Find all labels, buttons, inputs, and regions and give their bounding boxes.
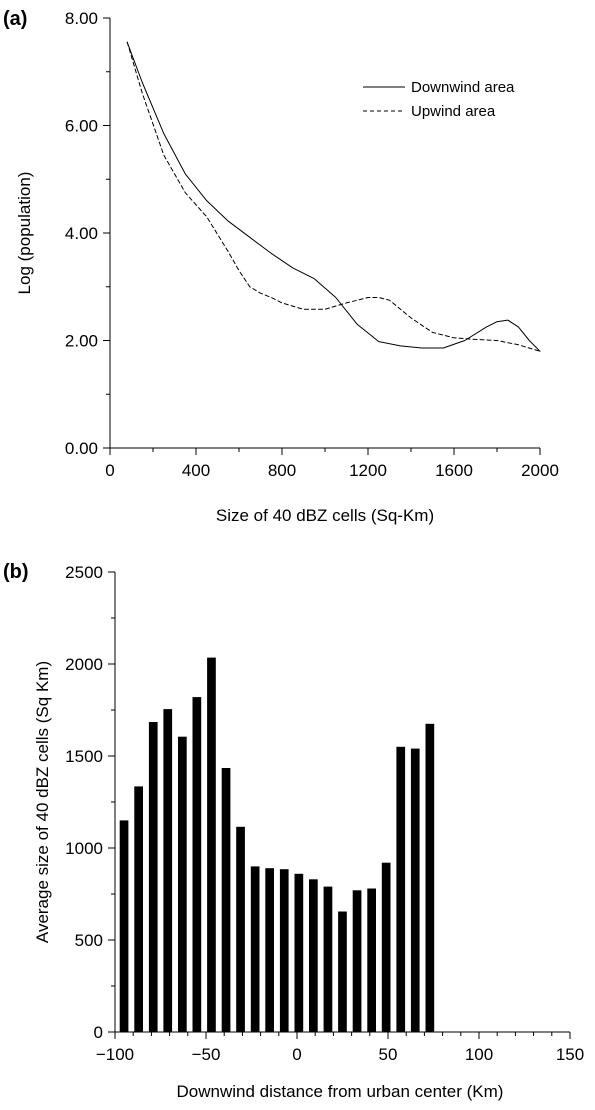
bar <box>134 786 143 1032</box>
bar <box>425 723 435 1032</box>
bar <box>309 879 318 1032</box>
panel-b-bar-chart: (b) −100 −50 0 50 100 15005001000150020002500… <box>3 561 584 1101</box>
panel-b-y-axis-title: Average size of 40 dBZ cells (Sq Km) <box>33 661 52 943</box>
panel-b-y-tick-label: 2000 <box>65 655 103 674</box>
bar <box>352 890 362 1032</box>
panel-a-x-tick-label: 800 <box>268 461 296 480</box>
panel-b-y-tick-label: 0 <box>94 1023 103 1042</box>
bar <box>207 657 216 1032</box>
panel-a-y-tick-label: 8.00 <box>65 9 98 28</box>
panel-b-y-tick-label: 500 <box>75 931 103 950</box>
bar <box>119 820 129 1032</box>
panel-a-y-axis-title: Log (population) <box>15 172 34 295</box>
bar <box>396 746 406 1032</box>
legend-label-downwind: Downwind area <box>411 79 515 96</box>
panel-b-x-tick-label: 150 <box>556 1045 584 1064</box>
bar <box>236 826 245 1032</box>
bar <box>265 868 274 1032</box>
upwind-series-line <box>126 41 541 352</box>
panel-b-x-tick-label: −100 <box>96 1045 134 1064</box>
bar <box>279 869 289 1032</box>
panel-a-ticks: 0 400 800 1200 1600 2000 0.00 2.00 4.00 6.00 8.00 <box>65 9 559 480</box>
panel-a-label: (a) <box>3 8 27 30</box>
bar <box>367 888 376 1032</box>
bar <box>163 709 173 1032</box>
legend-label-upwind: Upwind area <box>411 103 496 120</box>
panel-b-y-tick-label: 2500 <box>65 563 103 582</box>
panel-a-y-tick-label: 2.00 <box>65 332 98 351</box>
panel-b-y-tick-label: 1000 <box>65 839 103 858</box>
panel-a-x-tick-label: 1200 <box>349 461 387 480</box>
bar <box>323 886 333 1032</box>
panel-a-x-tick-label: 1600 <box>435 461 473 480</box>
panel-b-x-tick-label: 100 <box>465 1045 493 1064</box>
panel-a-y-tick-label: 4.00 <box>65 224 98 243</box>
bar <box>178 736 187 1032</box>
panel-b-x-tick-label: −50 <box>192 1045 221 1064</box>
panel-a-series-lines <box>126 41 541 352</box>
panel-b-y-tick-label: 1500 <box>65 747 103 766</box>
panel-b-label: (b) <box>3 561 29 583</box>
bar <box>410 748 420 1032</box>
panel-a-y-tick-label: 0.00 <box>65 439 98 458</box>
downwind-series-line <box>126 41 541 352</box>
panel-a-y-tick-label: 6.00 <box>65 117 98 136</box>
panel-a-legend: Downwind area Upwind area <box>363 79 515 120</box>
panel-a-x-axis-title: Size of 40 dBZ cells (Sq-Km) <box>216 506 434 525</box>
panel-a-line-chart: (a) 0 400 800 1200 1600 2000 0.00 2.00 4.00 6.00 8… <box>3 8 559 525</box>
bar <box>148 722 158 1032</box>
panel-a-x-tick-label: 0 <box>105 461 114 480</box>
bar <box>381 862 391 1032</box>
bar <box>294 873 304 1032</box>
panel-a-x-tick-label: 400 <box>182 461 210 480</box>
bar <box>338 911 347 1032</box>
panel-b-x-tick-label: 50 <box>379 1045 398 1064</box>
panel-b-x-tick-label: 0 <box>292 1045 301 1064</box>
panel-a-x-tick-label: 2000 <box>521 461 559 480</box>
bar <box>221 768 231 1032</box>
panel-b-bars <box>119 657 435 1032</box>
bar <box>192 697 202 1032</box>
bar <box>250 866 260 1032</box>
panel-b-x-axis-title: Downwind distance from urban center (Km) <box>177 1082 504 1101</box>
